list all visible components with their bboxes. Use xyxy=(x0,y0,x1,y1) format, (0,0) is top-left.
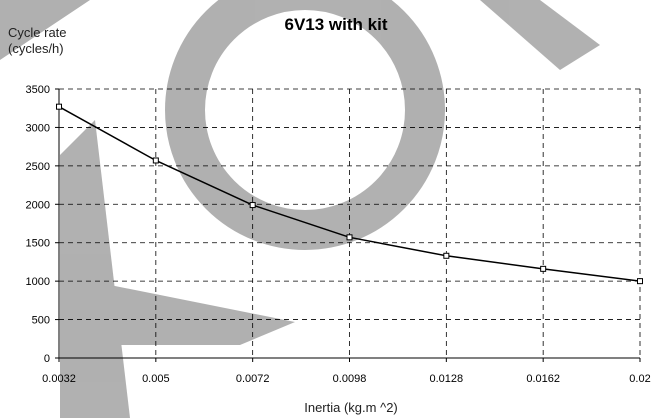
x-tick-label: 0.005 xyxy=(142,373,170,385)
watermark-corner-right xyxy=(480,0,600,70)
chart-title: 6V13 with kit xyxy=(285,15,388,34)
x-tick-label: 0.0072 xyxy=(236,373,270,385)
data-point xyxy=(443,252,450,259)
axes xyxy=(55,88,641,362)
watermark-stroke-diagonal xyxy=(95,282,295,345)
y-axis-label-line2: (cycles/h) xyxy=(8,41,64,56)
watermark xyxy=(0,0,600,418)
y-tick-label: 0 xyxy=(44,353,50,365)
y-tick-label: 1500 xyxy=(26,238,50,250)
x-tick-label: 0.02 xyxy=(629,373,650,385)
data-point xyxy=(540,265,547,272)
y-tick-label: 1000 xyxy=(26,276,50,288)
y-tick-label: 2500 xyxy=(26,161,50,173)
watermark-ring xyxy=(165,0,445,250)
y-tick-label: 2000 xyxy=(26,199,50,211)
x-tick-label: 0.0098 xyxy=(333,373,367,385)
x-axis-label: Inertia (kg.m ^2) xyxy=(304,400,398,415)
y-tick-label: 3500 xyxy=(26,84,50,96)
watermark-corner-left xyxy=(0,0,90,60)
x-tick-label: 0.0032 xyxy=(42,373,76,385)
x-tick-label: 0.0162 xyxy=(526,373,560,385)
series xyxy=(56,103,643,285)
data-point xyxy=(56,103,62,110)
data-point xyxy=(152,157,159,164)
data-point xyxy=(346,234,353,241)
tick-labels: 0 500 1000 1500 2000 2500 3000 3500 0.0032 0.005 0… xyxy=(26,84,651,385)
y-tick-label: 3000 xyxy=(26,122,50,134)
x-tick-label: 0.0128 xyxy=(430,373,464,385)
data-point xyxy=(637,278,643,285)
y-axis-label-line1: Cycle rate xyxy=(8,25,67,40)
y-tick-label: 500 xyxy=(32,315,50,327)
grid xyxy=(59,88,641,358)
data-point xyxy=(249,202,256,209)
